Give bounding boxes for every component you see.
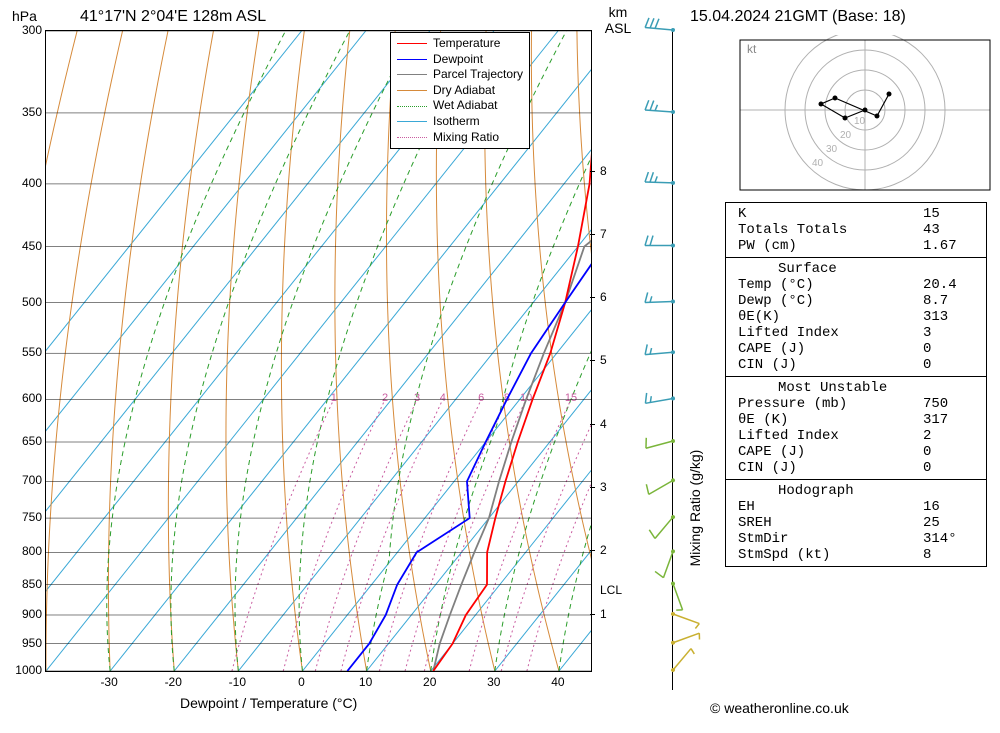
wind-barb-axis [672,30,674,690]
legend-item: Dry Adiabat [397,83,523,99]
param-row: StmSpd (kt)8 [738,547,978,563]
param-row: Lifted Index3 [738,325,978,341]
hpa-tick: 1000 [10,663,42,677]
hpa-tick: 750 [10,510,42,524]
svg-text:20: 20 [840,130,852,141]
param-row: Temp (°C)20.4 [738,277,978,293]
hpa-tick: 700 [10,473,42,487]
temp-tick: 20 [415,675,445,689]
svg-text:15: 15 [565,392,577,404]
km-tick: 1 [600,607,607,621]
param-row: EH16 [738,499,978,515]
temp-tick: -10 [222,675,252,689]
y-axis-label-right-top: km ASL [598,4,638,36]
hpa-tick: 900 [10,607,42,621]
hpa-tick: 800 [10,544,42,558]
km-tick: 4 [600,417,607,431]
param-row: PW (cm)1.67 [738,238,978,254]
temp-tick: -30 [94,675,124,689]
hpa-tick: 600 [10,391,42,405]
hpa-tick: 950 [10,636,42,650]
params-hodograph: Hodograph EH16SREH25StmDir314°StmSpd (kt… [726,480,986,566]
svg-text:4: 4 [440,392,446,404]
hpa-tick: 400 [10,176,42,190]
svg-text:kt: kt [747,42,757,56]
svg-text:40: 40 [812,158,824,169]
hpa-tick: 500 [10,295,42,309]
hpa-tick: 650 [10,434,42,448]
param-row: CIN (J)0 [738,460,978,476]
temp-tick: 30 [479,675,509,689]
x-axis-label: Dewpoint / Temperature (°C) [180,695,357,711]
km-tick: 2 [600,543,607,557]
lcl-label: LCL [600,583,622,597]
param-row: Lifted Index2 [738,428,978,444]
svg-text:1: 1 [331,392,337,404]
param-row: θE(K)313 [738,309,978,325]
param-row: CIN (J)0 [738,357,978,373]
surface-header: Surface [738,261,978,277]
temp-tick: -20 [158,675,188,689]
y-axis-label-left: hPa [12,8,37,24]
svg-text:10: 10 [854,116,866,127]
hpa-tick: 350 [10,105,42,119]
params-most-unstable: Most Unstable Pressure (mb)750θE (K)317L… [726,377,986,480]
svg-text:3: 3 [414,392,420,404]
hpa-tick: 450 [10,239,42,253]
svg-text:2: 2 [382,392,388,404]
svg-text:30: 30 [826,144,838,155]
param-row: SREH25 [738,515,978,531]
km-tick: 8 [600,164,607,178]
km-tick: 5 [600,353,607,367]
param-row: θE (K)317 [738,412,978,428]
temp-tick: 0 [286,675,316,689]
skewt-diagram: hPa km ASL 41°17'N 2°04'E 128m ASL 15.04… [0,0,1000,733]
parameter-table: K15Totals Totals43PW (cm)1.67 Surface Te… [725,202,987,567]
km-tick: 7 [600,227,607,241]
hpa-tick: 300 [10,23,42,37]
mu-header: Most Unstable [738,380,978,396]
location-title: 41°17'N 2°04'E 128m ASL [80,8,266,26]
params-surface: Surface Temp (°C)20.4Dewp (°C)8.7θE(K)31… [726,258,986,377]
svg-text:6: 6 [478,392,484,404]
legend-item: Temperature [397,36,523,52]
hpa-tick: 550 [10,345,42,359]
param-row: CAPE (J)0 [738,341,978,357]
param-row: CAPE (J)0 [738,444,978,460]
temp-tick: 10 [351,675,381,689]
copyright-text: © weatheronline.co.uk [710,700,849,716]
param-row: Dewp (°C)8.7 [738,293,978,309]
param-row: StmDir314° [738,531,978,547]
legend-item: Wet Adiabat [397,98,523,114]
legend-item: Dewpoint [397,52,523,68]
hodo-header: Hodograph [738,483,978,499]
param-row: Pressure (mb)750 [738,396,978,412]
hodograph: 10203040 kt [735,35,945,185]
param-row: K15 [738,206,978,222]
param-row: Totals Totals43 [738,222,978,238]
legend-item: Parcel Trajectory [397,67,523,83]
temp-tick: 40 [543,675,573,689]
legend-item: Isotherm [397,114,523,130]
params-indices: K15Totals Totals43PW (cm)1.67 [726,203,986,258]
hpa-tick: 850 [10,577,42,591]
km-tick: 6 [600,290,607,304]
km-tick: 3 [600,480,607,494]
chart-legend: TemperatureDewpointParcel TrajectoryDry … [390,32,530,149]
legend-item: Mixing Ratio [397,130,523,146]
